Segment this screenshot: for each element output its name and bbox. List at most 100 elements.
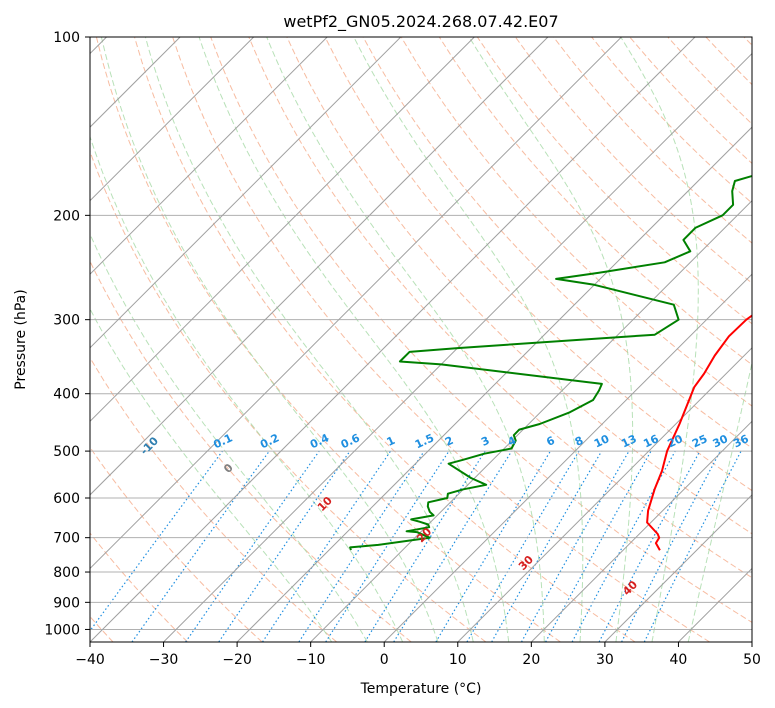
dry-adiabat-line [400, 37, 752, 407]
isotherm-line [90, 37, 622, 570]
mixing-ratio-label: 36 [731, 432, 751, 450]
mixing-ratio-label: 0.6 [339, 431, 362, 451]
profile-series [349, 174, 752, 551]
mixing-ratio-line [325, 450, 450, 642]
y-tick-label: 900 [53, 595, 80, 611]
y-tick-label: 100 [53, 30, 80, 46]
moist-adiabat-line [198, 37, 510, 642]
y-tick-label: 500 [53, 444, 80, 460]
dry-adiabat-line [90, 446, 263, 642]
dry-adiabat-line [90, 532, 188, 642]
dry-adiabat-line [90, 356, 338, 642]
dry-adiabat-line [705, 37, 752, 86]
dry-adiabat-line [248, 37, 752, 579]
mixing-ratio-line [571, 450, 676, 642]
x-axis-title: Temperature (°C) [360, 681, 482, 697]
mixing-ratio-label: 16 [641, 432, 661, 450]
dry-adiabat-label: -30 [0, 383, 11, 406]
isopleth-labels: -100-90-80-70-60-50-40-30-20-10010203040… [0, 383, 751, 598]
x-tick-label: 10 [449, 652, 467, 668]
mixing-ratio-line [621, 450, 721, 642]
dewpoint-line [349, 174, 752, 551]
isobars [90, 37, 752, 630]
moist-adiabat-line [100, 37, 439, 642]
dry-adiabat-label: -10 [138, 434, 161, 457]
mixing-ratio-line [520, 450, 630, 642]
dry-adiabat-line [172, 37, 710, 642]
dry-adiabat-line [210, 37, 752, 623]
mixing-ratio-line [131, 450, 270, 642]
isotherm-line [90, 37, 402, 349]
mixing-ratio-label: 20 [666, 432, 686, 450]
isotherm-line [236, 126, 752, 642]
mixing-ratio-line [435, 450, 552, 642]
mixing-ratio-lines [90, 450, 742, 642]
moist-adiabat-line [266, 37, 545, 642]
plot-frame [89, 36, 753, 643]
dry-adiabat-line [324, 37, 752, 492]
moist-adiabat-line [144, 37, 474, 642]
dry-adiabat-line [629, 37, 752, 165]
y-tick-label: 800 [53, 565, 80, 581]
mixing-ratio-line [298, 450, 425, 642]
moist-adiabat-line [90, 135, 404, 642]
mixing-ratio-label: 8 [573, 434, 585, 449]
y-tick-label: 400 [53, 387, 80, 403]
isotherm-line [751, 641, 752, 642]
mixing-ratio-label: 0.1 [211, 431, 234, 451]
moist-adiabat-line [353, 37, 584, 642]
y-tick-label: 600 [53, 491, 80, 507]
mixing-ratio-label: 30 [711, 432, 731, 450]
x-axis-ticks: −40 −30 −20 −10 0 10 20 30 40 50 [75, 642, 761, 668]
chart-title: wetPf2_GN05.2024.268.07.42.E07 [283, 12, 558, 32]
mixing-ratio-label: 6 [544, 434, 557, 449]
moist-adiabat-line [90, 232, 368, 642]
isotherm-line [90, 37, 549, 496]
dry-adiabat-line [90, 260, 412, 642]
isotherm-line [530, 420, 752, 642]
y-tick-label: 300 [53, 313, 80, 329]
dry-adiabat-line [90, 149, 487, 642]
x-tick-label: 40 [670, 652, 688, 668]
isotherm-line [90, 37, 255, 202]
x-tick-label: −20 [222, 652, 252, 668]
dry-adiabat-label: 10 [315, 494, 335, 514]
dry-adiabat-line [591, 37, 752, 204]
moist-adiabat-line [687, 360, 752, 642]
isotherm-line [163, 52, 752, 642]
dry-adiabat-line [514, 37, 752, 284]
y-tick-label: 1000 [44, 622, 80, 638]
mixing-ratio-label: 2 [443, 434, 455, 449]
dry-adiabat-label: 0 [221, 461, 236, 476]
isotherms [90, 37, 752, 642]
mixing-ratio-label: 0.4 [308, 431, 331, 451]
moist-adiabat-line [90, 307, 333, 642]
isotherm-line [90, 37, 696, 642]
mixing-ratio-line [90, 450, 223, 632]
mixing-ratio-line [393, 450, 513, 642]
isotherm-line [383, 273, 752, 642]
temperature-line [646, 314, 752, 551]
dry-adiabat-line [286, 37, 752, 535]
mixing-ratio-label: 25 [690, 432, 709, 450]
mixing-ratio-line [185, 450, 320, 642]
x-tick-label: 20 [522, 652, 540, 668]
dry-adiabat-line [438, 37, 752, 366]
mixing-ratio-label: 0.2 [258, 431, 281, 451]
x-tick-label: 50 [743, 652, 761, 668]
mixing-ratio-label: 1.5 [413, 431, 436, 451]
dry-adiabat-line [667, 37, 752, 125]
x-tick-label: −40 [75, 652, 105, 668]
y-axis-title: Pressure (hPa) [13, 289, 29, 389]
mixing-ratio-label: 3 [479, 434, 491, 449]
moist-adiabats [90, 37, 752, 642]
mixing-ratio-line [545, 450, 652, 642]
y-axis-ticks: 100 200 300 400 500 600 700 800 900 1000 [44, 30, 90, 638]
mixing-ratio-label: 1 [385, 434, 397, 449]
mixing-ratio-line [643, 450, 742, 642]
dry-adiabat-label: -20 [61, 410, 84, 433]
mixing-ratio-line [218, 450, 351, 642]
y-tick-label: 200 [53, 208, 80, 224]
moist-adiabat-line [620, 37, 699, 642]
